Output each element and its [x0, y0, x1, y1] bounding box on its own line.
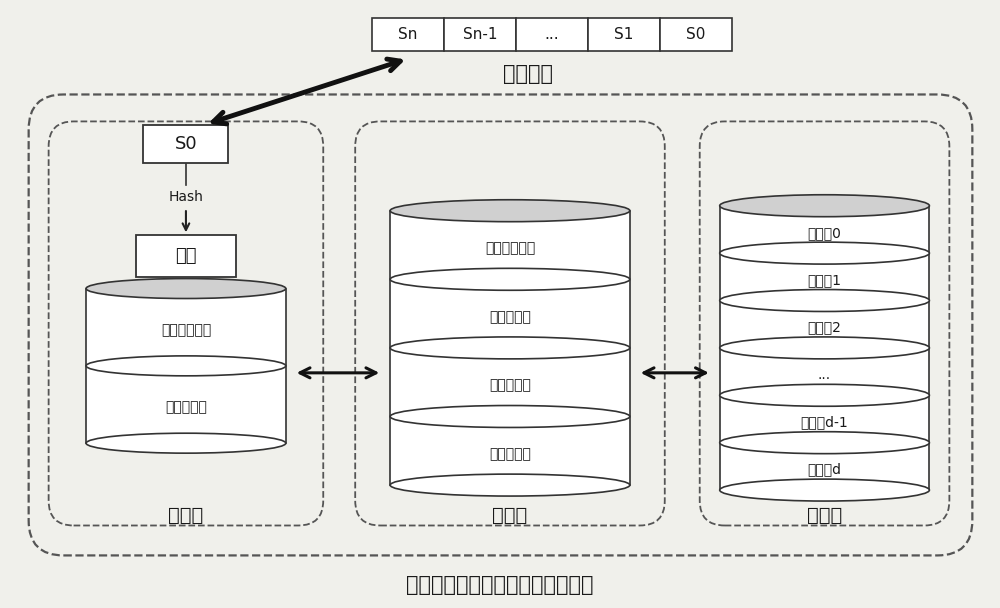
FancyBboxPatch shape [444, 18, 516, 50]
Text: S0: S0 [175, 136, 197, 153]
FancyBboxPatch shape [660, 18, 732, 50]
Text: S0: S0 [686, 27, 705, 41]
Ellipse shape [720, 195, 929, 216]
Text: Sn: Sn [398, 27, 418, 41]
Text: S1: S1 [614, 27, 634, 41]
Ellipse shape [720, 384, 929, 406]
Ellipse shape [390, 200, 630, 222]
Text: ...: ... [545, 27, 559, 41]
Text: 缓存区: 缓存区 [168, 506, 204, 525]
Text: 光盘组d: 光盘组d [808, 463, 842, 477]
Polygon shape [720, 206, 929, 490]
FancyBboxPatch shape [372, 18, 444, 50]
Text: 基于光盘存储的重复数据删除系统: 基于光盘存储的重复数据删除系统 [406, 575, 594, 595]
Text: 光盘柜: 光盘柜 [807, 506, 842, 525]
Text: 光盘组0: 光盘组0 [808, 226, 841, 240]
Text: 文件分块: 文件分块 [503, 63, 553, 83]
FancyBboxPatch shape [588, 18, 660, 50]
Ellipse shape [720, 479, 929, 501]
Text: 光盘组d-1: 光盘组d-1 [801, 415, 848, 429]
Text: 缓冲区: 缓冲区 [492, 506, 528, 525]
FancyBboxPatch shape [516, 18, 588, 50]
Text: 光盘缓存区: 光盘缓存区 [489, 447, 531, 461]
Text: Hash: Hash [168, 190, 203, 204]
Ellipse shape [390, 268, 630, 290]
Ellipse shape [720, 242, 929, 264]
Ellipse shape [390, 337, 630, 359]
FancyBboxPatch shape [143, 125, 228, 164]
Text: Sn-1: Sn-1 [463, 27, 497, 41]
Ellipse shape [720, 337, 929, 359]
FancyBboxPatch shape [136, 235, 236, 277]
Text: 目录存储区: 目录存储区 [489, 379, 531, 393]
Ellipse shape [86, 356, 286, 376]
Text: 光盘组1: 光盘组1 [808, 273, 842, 287]
Ellipse shape [390, 474, 630, 496]
Polygon shape [86, 289, 286, 443]
Text: 指纹缓存区: 指纹缓存区 [165, 401, 207, 415]
Ellipse shape [86, 278, 286, 299]
Ellipse shape [720, 432, 929, 454]
Text: 光盘组2: 光盘组2 [808, 320, 841, 334]
Text: 数据块缓冲区: 数据块缓冲区 [485, 241, 535, 255]
Text: 指纹: 指纹 [175, 247, 197, 265]
Ellipse shape [720, 289, 929, 311]
Text: ...: ... [818, 368, 831, 382]
Text: 指纹存储区: 指纹存储区 [489, 310, 531, 324]
Polygon shape [390, 211, 630, 485]
Ellipse shape [86, 434, 286, 453]
Ellipse shape [390, 406, 630, 427]
Text: 数据块缓存区: 数据块缓存区 [161, 323, 211, 337]
